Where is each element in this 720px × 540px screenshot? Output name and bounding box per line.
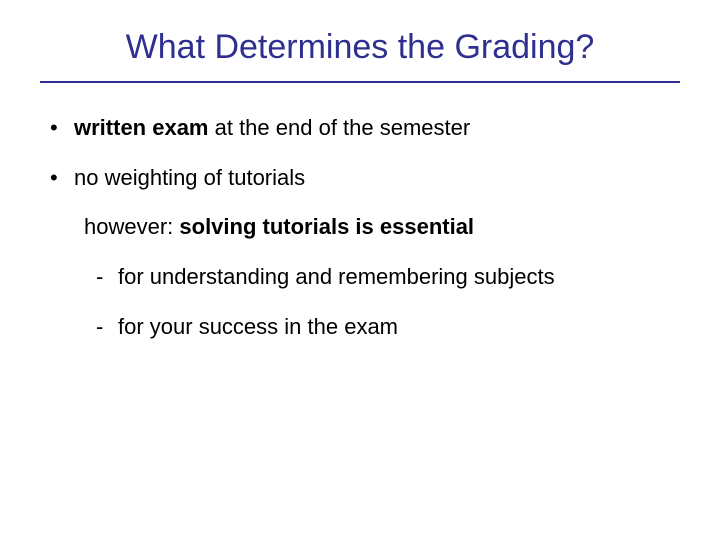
text: for your success in the exam <box>118 314 398 339</box>
slide-container: What Determines the Grading? written exa… <box>0 0 720 540</box>
text-bold: written exam <box>74 115 209 140</box>
list-item: written exam at the end of the semester <box>50 113 680 143</box>
list-item: for understanding and remembering subjec… <box>96 262 680 292</box>
bullet-list: written exam at the end of the semester … <box>50 113 680 192</box>
list-item: for your success in the exam <box>96 312 680 342</box>
list-item: no weighting of tutorials <box>50 163 680 193</box>
text: no weighting of tutorials <box>74 165 305 190</box>
text: for understanding and remembering subjec… <box>118 264 555 289</box>
dash-list: for understanding and remembering subjec… <box>96 262 680 341</box>
text-bold: solving tutorials is essential <box>179 214 474 239</box>
sub-line: however: solving tutorials is essential <box>84 212 680 242</box>
text: at the end of the semester <box>209 115 471 140</box>
text: however: <box>84 214 179 239</box>
slide-title: What Determines the Grading? <box>40 28 680 67</box>
title-divider <box>40 81 680 83</box>
